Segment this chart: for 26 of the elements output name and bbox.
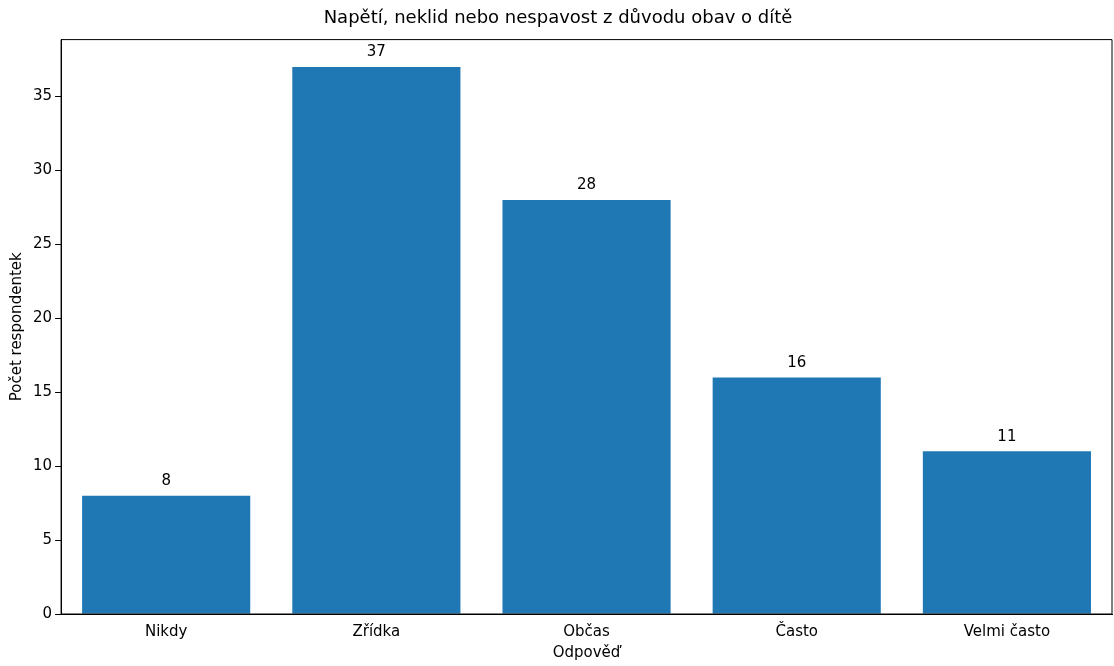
x-tick-label: Často (775, 620, 818, 640)
x-tick-label: Občas (563, 621, 611, 640)
x-tick-label: Zřídka (352, 621, 401, 640)
chart-title: Napětí, neklid nebo nespavost z důvodu obav o dítě (323, 6, 793, 28)
y-tick-label: 20 (32, 308, 53, 327)
data-label: 11 (997, 426, 1017, 445)
y-axis-title: Počet respondentek (6, 252, 25, 402)
bar (712, 377, 881, 614)
bar (82, 495, 251, 614)
y-tick-label: 30 (32, 160, 53, 179)
data-label: 16 (787, 352, 807, 371)
x-axis-title: Odpověď (552, 642, 622, 661)
x-tick-label: Nikdy (144, 621, 188, 640)
data-label: 28 (577, 175, 597, 194)
x-tick-label: Velmi často (963, 621, 1051, 640)
data-label: 37 (366, 42, 386, 61)
y-tick-label: 25 (32, 234, 53, 253)
bar (292, 66, 461, 614)
y-tick-label: 10 (32, 456, 53, 475)
y-tick-label: 0 (42, 603, 53, 622)
y-tick-label: 5 (42, 529, 53, 548)
bar (502, 200, 671, 614)
y-tick-label: 35 (32, 86, 53, 105)
y-tick-label: 15 (32, 382, 53, 401)
data-label: 8 (161, 471, 171, 490)
bar (922, 451, 1091, 614)
